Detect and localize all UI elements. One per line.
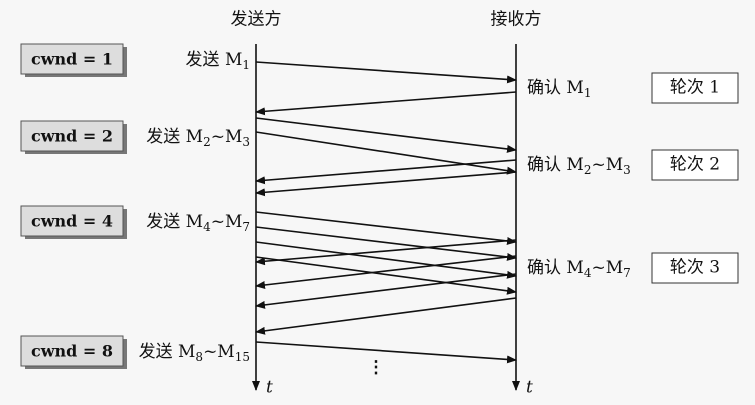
label-text: ~M bbox=[591, 258, 623, 278]
send-arrow bbox=[255, 241, 517, 279]
label-text: ~M bbox=[211, 212, 243, 232]
ack-label: 确认 M4~M7 bbox=[527, 258, 631, 280]
round-label: 轮次 1 bbox=[670, 78, 720, 98]
ack-arrow bbox=[255, 171, 517, 197]
receiver-header: 接收方 bbox=[491, 10, 542, 30]
label-text: ~M bbox=[211, 127, 243, 147]
send-arrow bbox=[255, 211, 517, 245]
cwnd-label: cwnd = 8 bbox=[31, 342, 113, 361]
label-text: ~M bbox=[591, 155, 623, 175]
continuation-dots: ⋮ bbox=[368, 358, 385, 378]
cwnd-label: cwnd = 2 bbox=[31, 127, 113, 146]
ack-arrow bbox=[255, 255, 517, 289]
ack-arrow bbox=[255, 297, 517, 335]
label-text: 发送 M bbox=[139, 342, 196, 362]
cwnd-box bbox=[20, 120, 124, 152]
label-text: 确认 M bbox=[527, 155, 584, 175]
ack-label: 确认 M1 bbox=[527, 78, 591, 100]
round-label: 轮次 3 bbox=[670, 258, 720, 278]
subscript: 8 bbox=[195, 350, 203, 364]
time-label: t bbox=[266, 378, 273, 398]
subscript: 2 bbox=[203, 135, 211, 149]
subscript: 3 bbox=[623, 163, 631, 177]
cwnd-label: cwnd = 1 bbox=[31, 50, 113, 69]
subscript: 4 bbox=[584, 266, 592, 280]
round-box bbox=[651, 149, 739, 181]
send-label: 发送 M4~M7 bbox=[146, 212, 250, 234]
cwnd-box bbox=[20, 43, 124, 75]
ack-arrow bbox=[255, 159, 517, 185]
round-box bbox=[651, 72, 739, 104]
subscript: 4 bbox=[203, 220, 211, 234]
label-text: 发送 M bbox=[146, 127, 203, 147]
subscript: 7 bbox=[242, 220, 250, 234]
send-arrow bbox=[255, 131, 517, 175]
label-text: 确认 M bbox=[527, 258, 584, 278]
subscript: 2 bbox=[584, 163, 592, 177]
send-label: 发送 M1 bbox=[186, 50, 250, 72]
cwnd-box bbox=[20, 205, 124, 237]
subscript: 1 bbox=[584, 86, 592, 100]
label-text: 发送 M bbox=[186, 50, 243, 70]
label-text: 确认 M bbox=[527, 78, 584, 98]
cwnd-label: cwnd = 4 bbox=[31, 212, 113, 231]
send-label: 发送 M2~M3 bbox=[146, 127, 250, 149]
round-box bbox=[651, 252, 739, 284]
label-text: 发送 M bbox=[146, 212, 203, 232]
ack-arrow bbox=[255, 91, 517, 116]
time-label: t bbox=[526, 378, 533, 398]
ack-arrow bbox=[255, 239, 517, 266]
subscript: 7 bbox=[623, 266, 631, 280]
send-label: 发送 M8~M15 bbox=[139, 342, 250, 364]
send-arrow bbox=[255, 256, 517, 295]
label-text: ~M bbox=[203, 342, 235, 362]
send-arrow bbox=[255, 226, 517, 261]
send-arrow bbox=[255, 341, 517, 364]
ack-label: 确认 M2~M3 bbox=[527, 155, 631, 177]
subscript: 1 bbox=[242, 58, 250, 72]
subscript: 3 bbox=[242, 135, 250, 149]
ack-arrow bbox=[255, 273, 517, 309]
round-label: 轮次 2 bbox=[670, 155, 720, 175]
cwnd-box bbox=[20, 335, 124, 367]
sender-header: 发送方 bbox=[231, 10, 282, 30]
send-arrow bbox=[255, 117, 517, 153]
send-arrow bbox=[255, 61, 517, 84]
subscript: 15 bbox=[235, 350, 250, 364]
